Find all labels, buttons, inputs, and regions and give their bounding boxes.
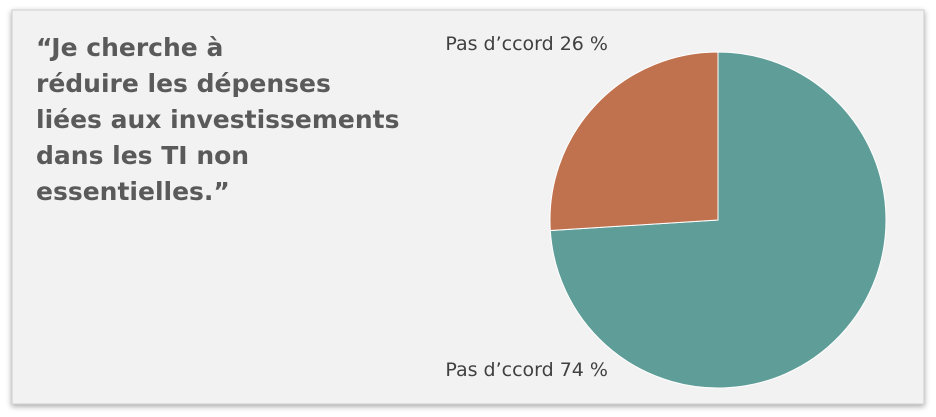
value-label: 74 %	[560, 359, 608, 381]
title-line: réduire les dépenses	[36, 69, 331, 98]
pie-slice	[549, 51, 719, 232]
title-line: liées aux investissements	[36, 105, 400, 134]
slice-label: Pas d’ccord 74 %	[445, 359, 608, 381]
title-line: “Je cherche à	[36, 33, 223, 62]
title-line: essentielles.”	[36, 177, 230, 206]
title-line: dans les TI non	[36, 141, 249, 170]
category-label: Pas d’ccord	[445, 33, 553, 55]
category-label: Pas d’ccord	[445, 359, 553, 381]
pie	[549, 51, 887, 389]
labels: Pas d’ccord 74 % Pas d’ccord 26 %	[445, 33, 608, 381]
value-label: 26 %	[560, 33, 608, 55]
slice-label: Pas d’ccord 26 %	[445, 33, 608, 55]
quote: “Je cherche à réduire les dépenses liées a…	[36, 33, 400, 206]
